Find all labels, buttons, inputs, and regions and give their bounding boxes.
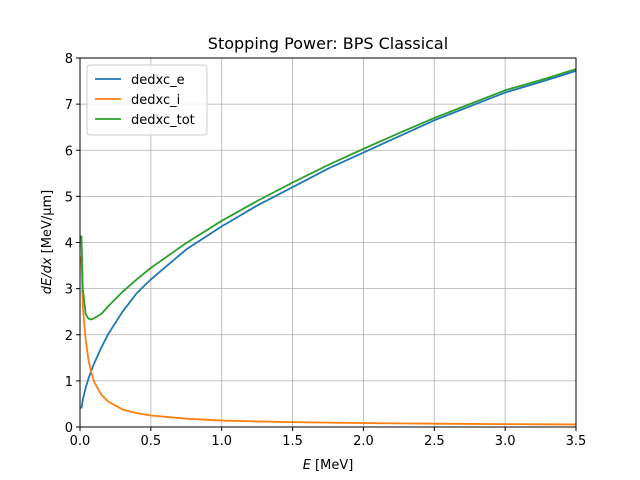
x-axis-label: E [MeV]	[303, 458, 354, 473]
y-tick-label: 1	[65, 375, 73, 390]
x-tick-label: 2.5	[424, 434, 445, 449]
y-axis-label: dE/dx [MeV/μm]	[40, 190, 55, 295]
y-tick-label: 7	[65, 98, 73, 113]
series-line-dedxc_tot	[80, 68, 577, 321]
x-tick-label: 0.5	[141, 434, 162, 449]
y-tick-label: 4	[65, 237, 73, 252]
y-tick-label: 0	[65, 421, 73, 436]
legend-label-dedxc_i: dedxc_i	[131, 93, 180, 108]
x-tick-label: 0.0	[70, 434, 91, 449]
y-tick-label: 8	[65, 52, 73, 67]
series-line-dedxc_i	[80, 256, 577, 426]
y-axis-label-unit: [MeV/μm]	[40, 190, 55, 258]
x-tick-label: 3.5	[566, 434, 587, 449]
x-tick-label: 3.0	[495, 434, 516, 449]
x-axis-label-unit: [MeV]	[311, 458, 353, 473]
axis-ticks: 0.0 0.5 1.0 1.5 2.0 2.5 3.0 3.5 0 1 2 3 4 5 6 7 8	[65, 52, 587, 449]
x-axis-label-var: E	[303, 458, 312, 473]
legend-box	[86, 64, 208, 136]
legend-label-dedxc_tot: dedxc_tot	[131, 113, 195, 128]
series-line-dedxc_e	[80, 70, 577, 409]
y-tick-label: 5	[65, 190, 73, 205]
x-tick-label: 1.0	[211, 434, 232, 449]
legend-label-dedxc_e: dedxc_e	[131, 73, 185, 88]
chart-title: Stopping Power: BPS Classical	[208, 34, 448, 53]
y-tick-label: 3	[65, 283, 73, 298]
y-tick-label: 6	[65, 144, 73, 159]
x-tick-label: 1.5	[282, 434, 303, 449]
x-tick-label: 2.0	[353, 434, 374, 449]
series-lines	[80, 68, 577, 426]
y-tick-label: 2	[65, 329, 73, 344]
y-axis-label-var: dE/dx	[40, 257, 55, 294]
legend: dedxc_e dedxc_i dedxc_tot	[86, 64, 208, 136]
